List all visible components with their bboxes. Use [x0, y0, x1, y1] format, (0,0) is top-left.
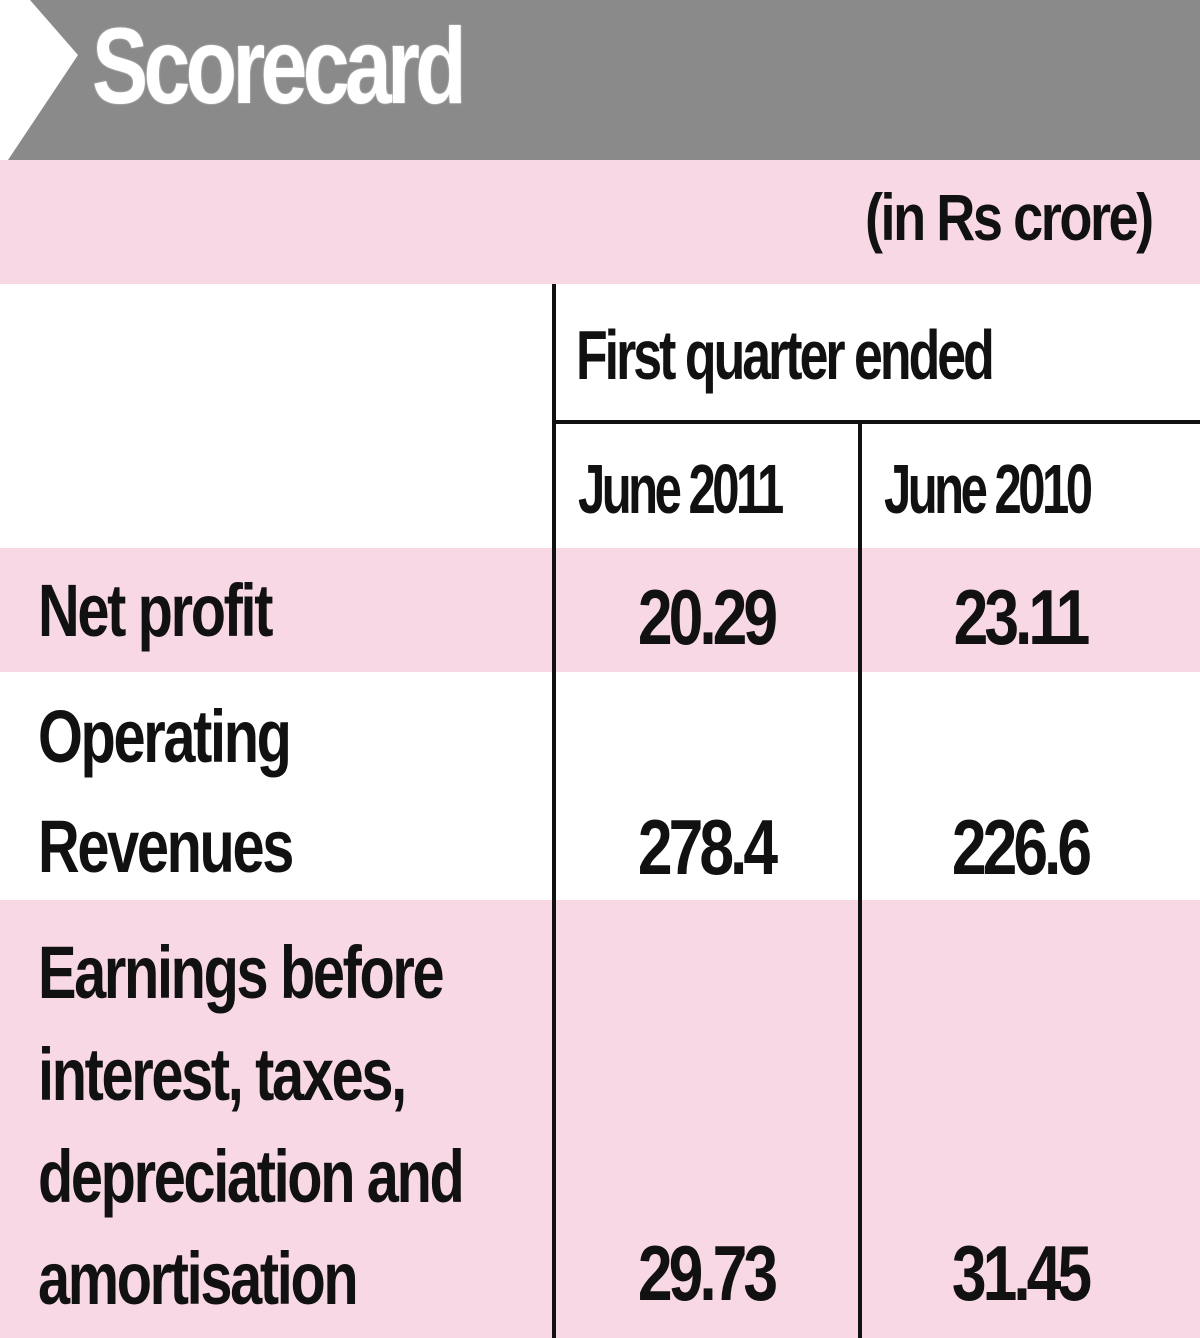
cell-net-profit-2010: 23.11 [953, 573, 1091, 661]
cell-ebitda-2011: 29.73 [637, 1229, 778, 1317]
arrow-icon [0, 0, 78, 160]
cell-net-profit-2011: 20.29 [637, 573, 778, 661]
column-header-june-2010: June 2010 [884, 450, 1093, 528]
unit-row: (in Rs crore) [0, 160, 1200, 284]
table-row-operating-revenues: Operating Revenues 278.4 226.6 [0, 672, 1200, 900]
table-row-net-profit: Net profit 20.29 23.11 [0, 548, 1200, 672]
divider-label-column [552, 284, 556, 1338]
row-label: Net profit [38, 569, 273, 652]
row-label-line-2: interest, taxes, [38, 1033, 407, 1116]
cell-operating-revenues-2010: 226.6 [951, 803, 1092, 891]
group-header: First quarter ended [576, 316, 995, 394]
unit-label: (in Rs crore) [865, 180, 1154, 254]
divider-group-header [556, 420, 1200, 424]
table-title: Scorecard [92, 5, 467, 126]
row-label-line-3: depreciation and [38, 1135, 465, 1218]
row-label-line-1: Earnings before [38, 931, 445, 1014]
cell-ebitda-2010: 31.45 [951, 1229, 1092, 1317]
cell-operating-revenues-2011: 278.4 [637, 803, 778, 891]
row-label-line-4: amortisation [38, 1237, 359, 1320]
row-label-line-1: Operating [38, 695, 292, 778]
divider-year-columns [858, 424, 862, 1338]
title-bar: Scorecard [0, 0, 1200, 160]
table-row-ebitda: Earnings before interest, taxes, depreci… [0, 900, 1200, 1338]
header-area: First quarter ended June 2011 June 2010 [0, 284, 1200, 548]
row-label-line-2: Revenues [38, 805, 294, 888]
column-header-june-2011: June 2011 [578, 450, 784, 528]
